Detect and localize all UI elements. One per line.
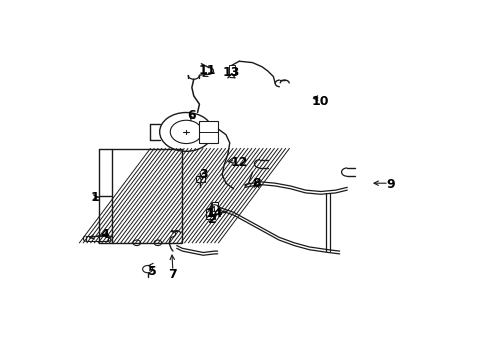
Text: 14: 14 [205,207,223,220]
Text: 2: 2 [208,213,217,226]
Text: 10: 10 [311,95,329,108]
Text: 5: 5 [147,265,156,278]
Bar [195,176,204,183]
Text: 11: 11 [198,64,215,77]
Bar [112,149,182,243]
Text: 12: 12 [230,156,247,169]
Bar [85,236,108,242]
Text: 13: 13 [223,66,240,79]
Text: 7: 7 [168,268,177,281]
Bar [112,149,182,243]
Bar [228,66,234,74]
Text: 4: 4 [100,228,109,241]
Bar [199,121,218,143]
Bar [206,209,215,219]
Text: 6: 6 [187,109,196,122]
Text: 9: 9 [386,178,394,191]
Text: 1: 1 [91,190,100,203]
Text: 8: 8 [251,177,260,190]
Text: 3: 3 [199,168,207,181]
Bar [211,202,217,214]
